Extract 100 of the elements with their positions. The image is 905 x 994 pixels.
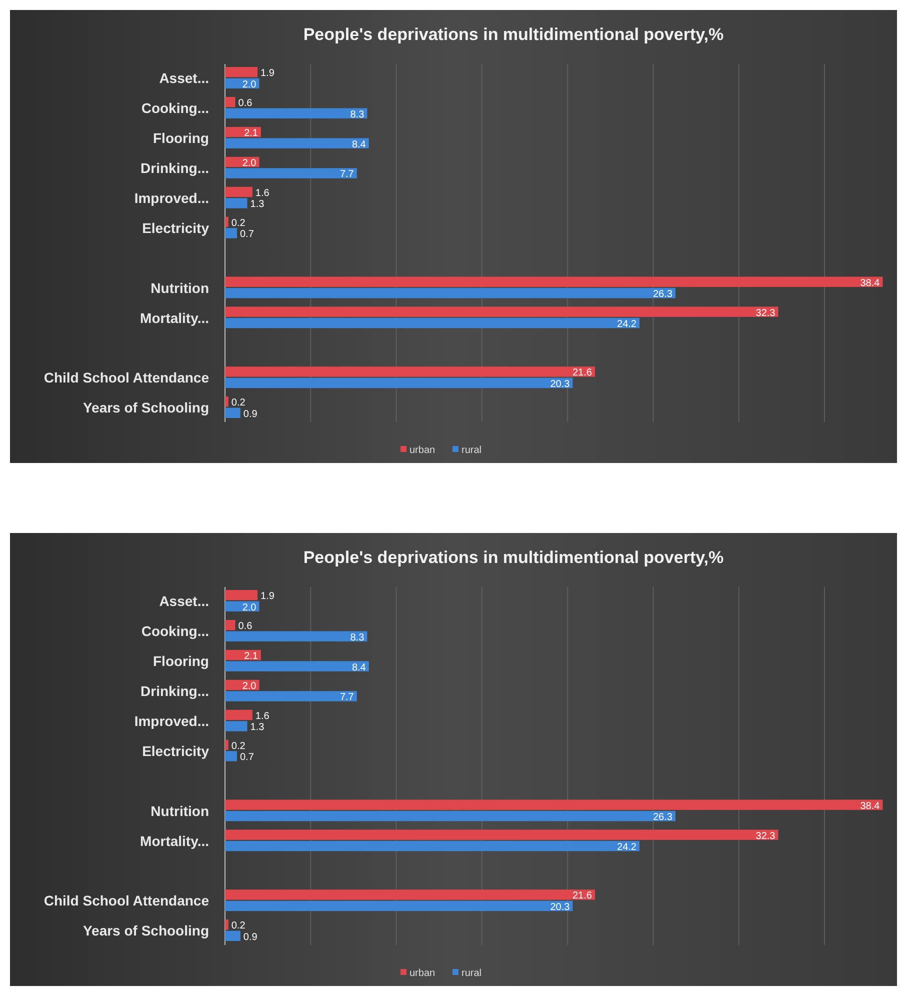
bar [225, 800, 883, 810]
data-label: 24.2 [617, 842, 637, 854]
bar [225, 168, 357, 178]
bar [225, 740, 228, 750]
data-label: 32.3 [756, 830, 776, 842]
y-tick-label: Flooring [153, 653, 209, 670]
data-label: 1.6 [255, 710, 270, 722]
data-label: 8.3 [350, 632, 365, 644]
bar [225, 198, 248, 208]
chart-title: People's deprivations in multidimentional poverty,% [303, 548, 724, 567]
data-label: 38.4 [860, 278, 880, 289]
bar [225, 66, 258, 78]
legend-label: urban [410, 445, 436, 456]
data-label: 0.2 [231, 740, 246, 752]
data-label: 0.2 [231, 218, 246, 229]
data-label: 0.7 [240, 229, 254, 240]
data-label: 2.0 [242, 680, 257, 692]
bar [225, 288, 676, 298]
data-label: 32.3 [756, 308, 776, 319]
y-tick-label: Electricity [142, 220, 210, 236]
y-tick-label: Nutrition [150, 280, 209, 296]
bar [225, 830, 778, 840]
bar [225, 590, 258, 600]
y-tick-label: Cooking... [141, 623, 209, 640]
bar [225, 930, 240, 942]
bar [225, 920, 228, 930]
data-label: 20.3 [550, 902, 570, 913]
y-tick-label: Mortality... [140, 832, 209, 849]
bar [225, 138, 369, 148]
bar [225, 751, 237, 762]
legend-label: urban [410, 968, 436, 979]
data-label: 2.1 [244, 128, 258, 140]
bar [225, 186, 252, 198]
bar [225, 631, 368, 642]
bar [225, 661, 369, 672]
data-label: 1.6 [255, 188, 270, 199]
bar [225, 900, 573, 912]
y-tick-label: Years of Schooling [82, 400, 209, 416]
data-label: 0.6 [238, 621, 253, 632]
data-label: 0.2 [231, 398, 246, 409]
y-tick-label: Years of Schooling [82, 922, 209, 939]
y-tick-label: Improved... [134, 190, 209, 206]
chart-title: People's deprivations in multidimentional poverty,% [303, 25, 724, 44]
y-tick-label: Mortality... [140, 310, 209, 326]
data-label: 0.6 [238, 98, 253, 110]
data-label: 38.4 [860, 800, 880, 812]
data-label: 21.6 [572, 368, 592, 379]
data-label: 1.3 [250, 199, 265, 210]
data-label: 26.3 [653, 289, 673, 300]
data-label: 1.9 [260, 68, 275, 80]
data-label: 20.3 [550, 378, 570, 390]
y-tick-label: Drinking... [140, 683, 209, 700]
legend-label: rural [462, 445, 482, 456]
data-label: 0.2 [231, 920, 246, 932]
y-tick-label: Electricity [142, 742, 210, 759]
data-label: 2.0 [242, 602, 257, 614]
bar [225, 408, 240, 418]
y-tick-label: Cooking... [141, 100, 209, 116]
data-label: 2.1 [244, 651, 258, 662]
y-tick-label: Asset... [159, 70, 209, 86]
legend-label: rural [462, 968, 482, 979]
data-label: 8.4 [352, 662, 366, 674]
data-label: 7.7 [340, 692, 354, 704]
bar [225, 620, 236, 630]
bar [225, 78, 260, 88]
data-label: 2.0 [242, 158, 257, 169]
bar [225, 228, 237, 238]
data-label: 8.4 [352, 139, 366, 150]
bar [225, 378, 573, 388]
bar [225, 396, 228, 407]
bar [225, 276, 883, 287]
bar [225, 810, 676, 822]
bar [225, 601, 260, 612]
bar [225, 318, 640, 328]
data-label: 1.3 [250, 722, 265, 734]
bar [225, 96, 236, 108]
data-label: 0.9 [243, 932, 258, 943]
bar [225, 366, 595, 377]
data-label: 2.0 [242, 79, 257, 90]
data-label: 8.3 [350, 109, 365, 120]
y-tick-label: Asset... [159, 593, 209, 610]
y-tick-label: Drinking... [140, 160, 209, 176]
bar [225, 108, 368, 118]
bar [225, 840, 640, 852]
data-label: 26.3 [653, 812, 673, 824]
bar [225, 721, 248, 732]
data-label: 24.2 [617, 319, 637, 330]
bar [225, 710, 252, 720]
data-label: 7.7 [340, 169, 354, 180]
bar [225, 691, 357, 702]
bar [225, 216, 228, 228]
y-tick-label: Child School Attendance [44, 892, 210, 909]
y-tick-label: Child School Attendance [44, 370, 210, 386]
y-tick-label: Nutrition [150, 802, 209, 819]
bar [225, 306, 778, 317]
data-label: 1.9 [260, 591, 275, 602]
y-tick-label: Flooring [153, 130, 209, 146]
bar [225, 890, 595, 900]
data-label: 0.7 [240, 752, 254, 764]
data-label: 21.6 [572, 890, 592, 902]
